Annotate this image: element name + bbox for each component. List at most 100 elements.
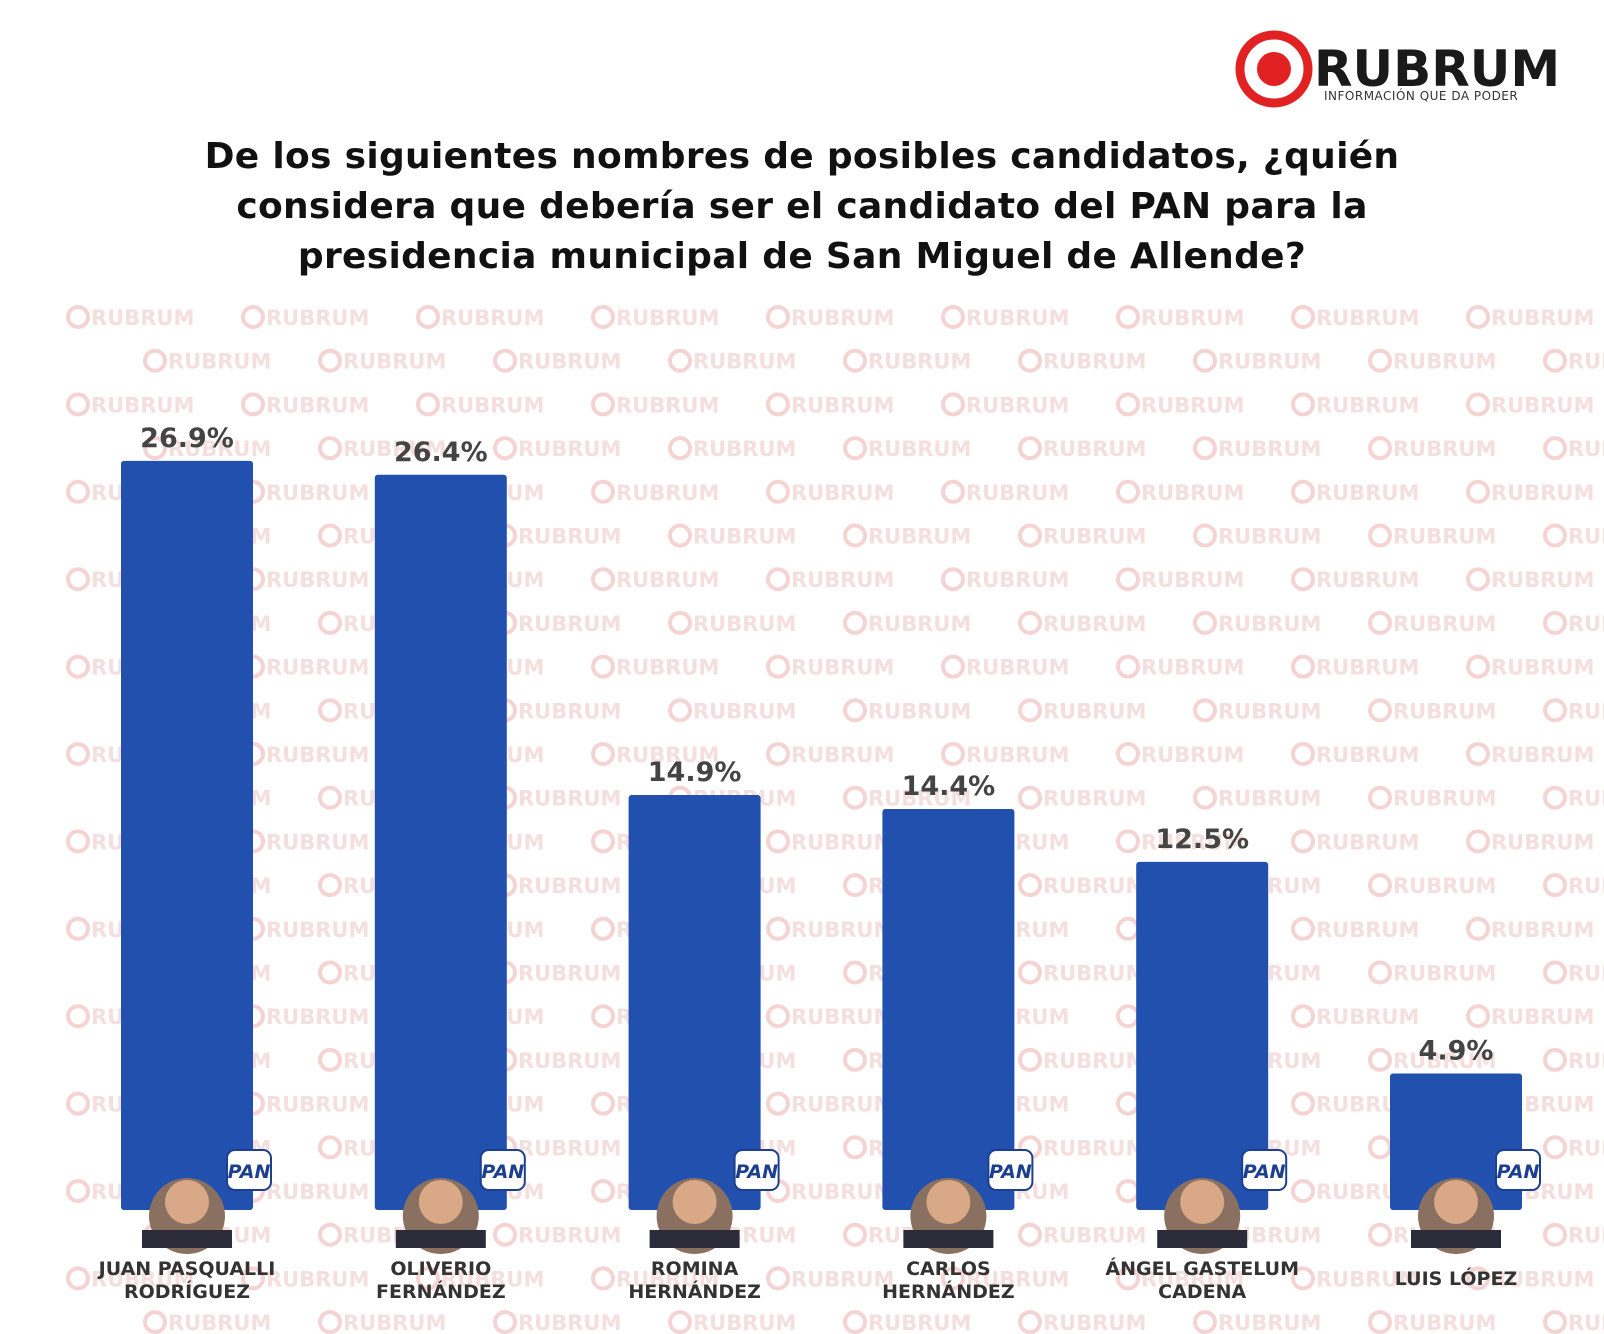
watermark-text: RUBRUM: [1316, 393, 1419, 417]
watermark-text: RUBRUM: [1393, 1311, 1496, 1334]
watermark-ring: [1116, 916, 1140, 941]
value-label: 14.9%: [648, 757, 742, 788]
watermark-ring: [241, 392, 265, 417]
watermark-text: RUBRUM: [1218, 699, 1321, 723]
watermark-ring: [1543, 1222, 1567, 1247]
watermark-ring: [941, 392, 965, 417]
watermark-ring: [318, 610, 342, 635]
watermark-text: RUBRUM: [1568, 874, 1604, 898]
watermark-ring: [66, 305, 90, 329]
watermark-ring: [1116, 567, 1140, 592]
watermark-text: RUBRUM: [1043, 699, 1146, 723]
watermark-ring: [1116, 654, 1140, 679]
watermark-ring: [318, 960, 342, 985]
watermark-text: RUBRUM: [266, 393, 369, 417]
watermark-text: RUBRUM: [1568, 1136, 1604, 1160]
watermark-ring: [668, 436, 692, 461]
watermark-text: RUBRUM: [91, 393, 194, 417]
watermark-text: RUBRUM: [693, 1311, 796, 1334]
brand-dot: [1257, 52, 1291, 86]
watermark-text: RUBRUM: [168, 350, 271, 374]
watermark-text: RUBRUM: [693, 699, 796, 723]
party-badge: [987, 1149, 1034, 1191]
watermark-text: RUBRUM: [1043, 1136, 1146, 1160]
watermark-text: RUBRUM: [791, 1093, 894, 1117]
watermark-text: RUBRUM: [693, 437, 796, 461]
watermark-ring: [1543, 523, 1567, 548]
watermark-ring: [766, 654, 790, 679]
watermark-ring: [766, 392, 790, 417]
watermark-text: RUBRUM: [1043, 787, 1146, 811]
brand-name: RUBRUM: [1314, 40, 1560, 98]
watermark-ring: [1193, 436, 1217, 461]
watermark-ring: [941, 1266, 965, 1291]
watermark-text: RUBRUM: [1491, 656, 1594, 680]
value-label: 26.4%: [394, 437, 488, 468]
watermark-ring: [1368, 348, 1392, 373]
watermark-ring: [1291, 479, 1315, 504]
watermark-ring: [1018, 610, 1042, 635]
watermark-ring: [766, 479, 790, 504]
watermark-ring: [1543, 1135, 1567, 1160]
watermark-ring: [66, 392, 90, 417]
watermark-text: RUBRUM: [518, 1311, 621, 1334]
watermark-text: RUBRUM: [1491, 481, 1594, 505]
watermark-text: RUBRUM: [693, 525, 796, 549]
watermark-ring: [766, 1091, 790, 1116]
watermark-layer: RUBRUM RUBRUM RUBRUM RUBRUM RUBRUM RUBRUM RUBR…: [66, 305, 1604, 1334]
watermark-text: RUBRUM: [518, 1049, 621, 1073]
watermark-text: RUBRUM: [1393, 787, 1496, 811]
watermark-ring: [591, 742, 615, 766]
watermark-ring: [843, 785, 867, 810]
watermark-text: RUBRUM: [266, 743, 369, 767]
watermark-ring: [591, 916, 615, 941]
watermark-ring: [843, 1222, 867, 1247]
watermark-ring: [1018, 1222, 1042, 1247]
watermark-text: RUBRUM: [343, 1311, 446, 1334]
watermark-text: RUBRUM: [868, 787, 971, 811]
watermark-ring: [1368, 785, 1392, 810]
candidate-photo-body: [1411, 1230, 1501, 1248]
watermark-ring: [1018, 523, 1042, 548]
watermark-text: RUBRUM: [791, 393, 894, 417]
watermark-text: RUBRUM: [1316, 481, 1419, 505]
candidate-face: [418, 1180, 463, 1224]
brand-tagline: INFORMACIÓN QUE DA PODER: [1324, 88, 1518, 103]
watermark-text: RUBRUM: [791, 743, 894, 767]
party-badge-text: PAN: [1243, 1161, 1286, 1183]
watermark-text: RUBRUM: [1141, 393, 1244, 417]
watermark-text: RUBRUM: [1491, 830, 1594, 854]
party-badge-text: PAN: [481, 1161, 524, 1183]
watermark-text: RUBRUM: [1218, 787, 1321, 811]
watermark-ring: [1116, 1091, 1140, 1116]
watermark-ring: [66, 479, 90, 504]
watermark-text: RUBRUM: [1141, 568, 1244, 592]
x-tick-label: ÁNGEL GASTELUM CADENA: [1105, 1258, 1299, 1303]
watermark-text: RUBRUM: [1141, 656, 1244, 680]
watermark-text: RUBRUM: [616, 481, 719, 505]
watermark-text: RUBRUM: [868, 612, 971, 636]
watermark-text: RUBRUM: [616, 743, 719, 767]
x-tick-label: JUAN PASQUALLI RODRÍGUEZ: [98, 1258, 276, 1303]
watermark-text: RUBRUM: [1568, 437, 1604, 461]
watermark-text: RUBRUM: [343, 350, 446, 374]
watermark-text: RUBRUM: [791, 1005, 894, 1029]
candidate-face: [165, 1180, 209, 1224]
x-tick-label: ROMINA HERNÁNDEZ: [628, 1258, 761, 1303]
watermark-ring: [1018, 873, 1042, 898]
value-label: 12.5%: [1155, 824, 1249, 855]
bar: [628, 795, 761, 1210]
watermark-text: RUBRUM: [1043, 525, 1146, 549]
watermark-ring: [591, 392, 615, 417]
watermark-text: RUBRUM: [168, 1311, 271, 1334]
watermark-text: RUBRUM: [91, 306, 194, 330]
watermark-ring: [1291, 654, 1315, 679]
watermark-text: RUBRUM: [1316, 568, 1419, 592]
watermark-ring: [766, 829, 790, 854]
watermark-text: RUBRUM: [1491, 568, 1594, 592]
watermark-text: RUBRUM: [791, 306, 894, 330]
watermark-text: RUBRUM: [1316, 656, 1419, 680]
watermark-ring: [1543, 436, 1567, 461]
watermark-text: RUBRUM: [518, 874, 621, 898]
